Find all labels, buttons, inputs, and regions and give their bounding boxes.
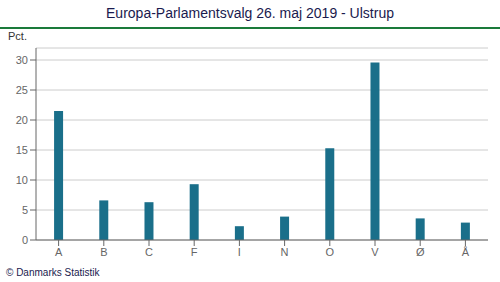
svg-text:Å: Å [462,246,470,258]
svg-text:O: O [326,246,335,258]
svg-text:A: A [55,246,63,258]
svg-text:I: I [238,246,241,258]
svg-text:F: F [191,246,198,258]
svg-text:B: B [100,246,107,258]
svg-text:15: 15 [16,144,28,156]
svg-text:Ø: Ø [416,246,425,258]
svg-text:5: 5 [22,204,28,216]
svg-text:V: V [371,246,379,258]
svg-text:C: C [145,246,153,258]
svg-text:25: 25 [16,84,28,96]
svg-text:N: N [281,246,289,258]
svg-text:0: 0 [22,234,28,246]
svg-text:10: 10 [16,174,28,186]
svg-text:20: 20 [16,114,28,126]
html-text:Pct.: Pct. [8,30,27,42]
svg-text:30: 30 [16,54,28,66]
html-text:© Danmarks Statistik: © Danmarks Statistik [6,267,100,278]
html-text:Europa-Parlamentsvalg 26. maj: Europa-Parlamentsvalg 26. maj 2019 - Uls… [106,5,394,21]
